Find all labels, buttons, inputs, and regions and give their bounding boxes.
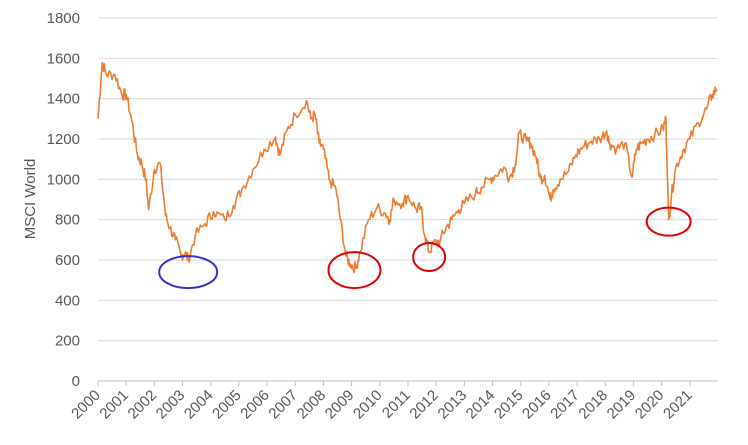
x-tick-label-2007: 2007 [265,387,301,423]
y-tick-label-0: 0 [72,373,80,390]
annotation-circle-2 [327,251,382,290]
y-tick-label-1000: 1000 [47,171,80,188]
y-tick-label-600: 600 [55,252,80,269]
x-tick-label-2014: 2014 [463,387,499,423]
x-tick-label-2005: 2005 [209,387,245,423]
x-tick-label-2010: 2010 [350,387,386,423]
y-tick-label-800: 800 [55,212,80,229]
y-tick-label-400: 400 [55,292,80,309]
annotation-circle-4 [645,206,692,237]
x-tick-label-2003: 2003 [153,387,189,423]
y-tick-label-1200: 1200 [47,131,80,148]
x-tick-label-2000: 2000 [68,387,104,423]
msci-world-line [97,61,718,274]
x-tick-label-2018: 2018 [575,387,611,423]
y-tick-labels: 0 200 400 600 800 1000 1200 1400 1600 1800 [47,10,80,390]
y-tick-label-1600: 1600 [47,50,80,67]
x-tick-label-2008: 2008 [294,387,330,423]
x-tick-label-2017: 2017 [547,387,583,423]
x-tick-label-2021: 2021 [660,387,696,423]
annotation-circles [158,206,692,290]
x-tick-label-2015: 2015 [491,387,527,423]
annotation-circle-3 [412,241,447,272]
x-tick-label-2001: 2001 [96,387,132,423]
y-tick-label-1400: 1400 [47,91,80,108]
x-ticks [97,381,691,386]
x-tick-label-2020: 2020 [632,387,668,423]
x-tick-label-2004: 2004 [181,387,217,423]
x-tick-label-2006: 2006 [237,387,273,423]
x-tick-labels: 2000200120022003200420052006200720082009… [68,387,695,423]
y-axis-title: MSCI World [22,159,39,240]
x-tick-label-2002: 2002 [125,387,161,423]
grid-lines [98,17,718,342]
annotation-circle-1 [158,255,219,290]
y-tick-label-1800: 1800 [47,10,80,27]
x-tick-label-2016: 2016 [519,387,555,423]
x-tick-label-2012: 2012 [406,387,442,423]
x-tick-label-2011: 2011 [379,387,414,422]
y-tick-label-200: 200 [55,333,80,350]
x-tick-label-2013: 2013 [435,387,471,423]
x-tick-label-2009: 2009 [322,387,358,423]
x-tick-label-2019: 2019 [604,387,640,423]
